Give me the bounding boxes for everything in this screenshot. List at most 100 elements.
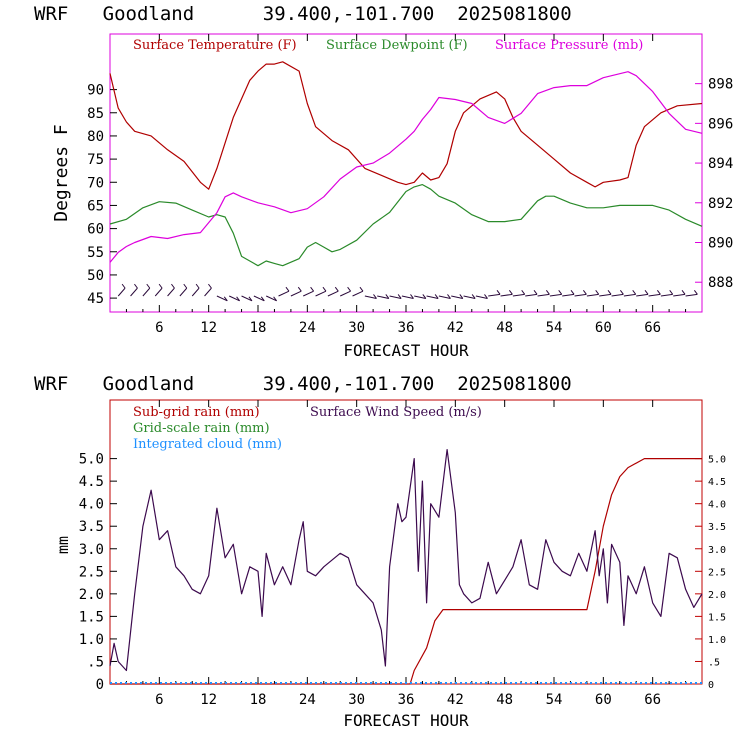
wind-barb	[167, 287, 175, 297]
wind-barb-flag	[236, 296, 241, 302]
y-tick-label: 5.0	[79, 452, 104, 468]
wind-barb	[290, 290, 302, 297]
y-tick-label: 80	[87, 129, 104, 145]
wind-barb	[303, 290, 314, 297]
series-line-0	[110, 458, 702, 685]
series-line-0	[109, 61, 703, 190]
wind-barb	[278, 290, 290, 297]
wind-barb-flag	[447, 294, 451, 299]
wind-barb-flag	[146, 283, 151, 289]
wind-barb-flag	[582, 290, 587, 295]
x-tick-label: 42	[447, 320, 464, 336]
wind-barb	[204, 287, 212, 297]
y2-tick-label: 1.0	[708, 635, 726, 646]
panel1-ylabel: Degrees F	[51, 124, 72, 222]
wind-barb-flag	[310, 286, 315, 292]
wind-barb-flag	[632, 290, 637, 295]
y-tick-label: .5	[87, 654, 104, 670]
wind-barb-flag	[422, 294, 427, 299]
wind-barb-flag	[570, 290, 575, 295]
wind-barb-flag	[347, 286, 352, 292]
wind-barbs	[117, 283, 698, 302]
x-tick-label: 24	[299, 692, 316, 708]
panel2-title: WRF Goodland 39.400,-101.700 2025081800	[34, 373, 572, 395]
legend-surface-wind-speed: Surface Wind Speed (m/s)	[310, 405, 482, 420]
wind-barb-flag	[545, 290, 550, 295]
x-tick-label: 18	[250, 320, 267, 336]
wind-barb	[525, 293, 538, 297]
y-tick-label: 85	[87, 106, 104, 122]
wind-barb-flag	[508, 290, 513, 295]
wind-barb	[451, 295, 463, 299]
wind-barb	[426, 295, 439, 299]
x-tick-label: 42	[447, 692, 464, 708]
y-tick-label: 65	[87, 198, 104, 214]
wind-barb	[512, 293, 525, 297]
y2-tick-label: 5.0	[708, 455, 726, 466]
wind-barb	[673, 293, 686, 297]
x-tick-label: 66	[644, 320, 661, 336]
wind-barb-flag	[171, 283, 175, 289]
y-tick-label: 0	[96, 677, 104, 693]
y2-tick-label: 888	[708, 275, 733, 291]
wind-barb-flag	[158, 283, 163, 289]
wind-barb	[216, 295, 228, 302]
wind-barb	[364, 295, 377, 299]
wind-barb	[537, 293, 550, 297]
wind-barb	[266, 295, 277, 302]
y-tick-label: 55	[87, 245, 104, 261]
wind-barb	[562, 293, 575, 297]
wind-barb	[229, 295, 240, 302]
wind-barb	[636, 293, 649, 297]
y-tick-label: 2.0	[79, 587, 104, 603]
y-tick-label: 4.0	[79, 497, 104, 513]
wind-barb	[130, 287, 138, 297]
x-tick-label: 30	[348, 692, 365, 708]
x-tick-label: 12	[200, 692, 217, 708]
y-tick-label: 1.0	[79, 632, 104, 648]
wind-barb	[340, 290, 351, 297]
wind-barb	[660, 293, 673, 297]
wind-barb	[500, 293, 513, 297]
wind-barb	[401, 295, 414, 299]
wind-barb-flag	[121, 283, 126, 289]
wind-barb-flag	[681, 290, 686, 295]
wind-barb-flag	[669, 290, 674, 295]
x-tick-label: 24	[299, 320, 316, 336]
wind-barb-flag	[484, 294, 488, 299]
legend-surface-temperature: Surface Temperature (F)	[133, 38, 297, 53]
wind-barb-flag	[385, 294, 390, 299]
wind-barb-flag	[322, 286, 327, 292]
y-tick-label: 90	[87, 83, 104, 99]
wind-barb	[352, 290, 364, 297]
wind-barb-flag	[693, 290, 698, 295]
wind-barb-flag	[223, 296, 228, 302]
legend-subgrid-rain: Sub-grid rain (mm)	[133, 405, 260, 420]
wind-barb-flag	[260, 296, 265, 302]
wind-barb-flag	[644, 290, 649, 295]
x-tick-label: 6	[155, 320, 163, 336]
wind-barb-flag	[607, 290, 612, 295]
y-tick-label: 75	[87, 152, 104, 168]
y2-tick-label: 4.5	[708, 477, 726, 488]
legend-surface-pressure: Surface Pressure (mb)	[495, 38, 643, 53]
precipitation-panel: WRF Goodland 39.400,-101.700 2025081800 …	[34, 373, 726, 730]
y2-tick-label: 0	[708, 680, 714, 691]
y-tick-label: 2.5	[79, 564, 104, 580]
legend-integrated-cloud: Integrated cloud (mm)	[133, 437, 282, 452]
wind-barb-flag	[134, 283, 138, 289]
wind-barb-flag	[496, 290, 501, 295]
wind-barb-flag	[656, 290, 661, 295]
wind-barb-flag	[297, 286, 302, 292]
wind-barb	[475, 295, 488, 299]
y2-tick-label: 898	[708, 77, 733, 93]
wind-barb-flag	[334, 286, 339, 292]
wind-barb	[623, 293, 636, 297]
wind-barb	[438, 295, 451, 299]
wind-barb-flag	[459, 294, 464, 299]
wind-barb	[117, 287, 126, 297]
wind-barb-flag	[248, 296, 253, 302]
x-tick-label: 54	[546, 692, 563, 708]
legend-surface-dewpoint: Surface Dewpoint (F)	[326, 38, 468, 53]
wind-barb	[253, 295, 265, 302]
